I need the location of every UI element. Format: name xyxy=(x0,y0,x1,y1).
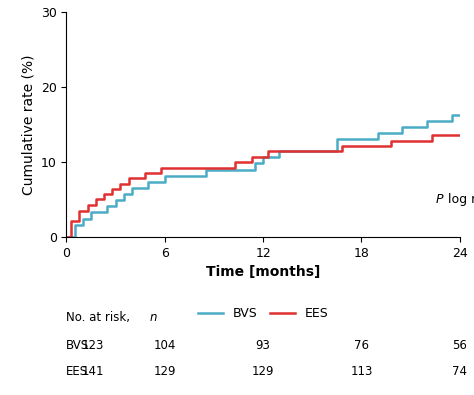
Text: 74: 74 xyxy=(452,365,467,378)
Y-axis label: Cumulative rate (%): Cumulative rate (%) xyxy=(21,54,35,195)
Text: EES: EES xyxy=(66,365,89,378)
Text: 56: 56 xyxy=(452,339,467,352)
Legend: BVS, EES: BVS, EES xyxy=(192,302,334,325)
Text: 123: 123 xyxy=(81,339,104,352)
Text: 129: 129 xyxy=(154,365,176,378)
Text: 104: 104 xyxy=(154,339,176,352)
Text: n: n xyxy=(149,312,157,324)
Text: 93: 93 xyxy=(255,339,271,352)
X-axis label: Time [months]: Time [months] xyxy=(206,265,320,279)
Text: P: P xyxy=(435,193,443,206)
Text: 113: 113 xyxy=(350,365,373,378)
Text: 141: 141 xyxy=(81,365,104,378)
Text: No. at risk,: No. at risk, xyxy=(66,312,134,324)
Text: log rank = 0.95: log rank = 0.95 xyxy=(444,193,474,206)
Text: BVS: BVS xyxy=(66,339,90,352)
Text: 129: 129 xyxy=(252,365,274,378)
Text: 76: 76 xyxy=(354,339,369,352)
